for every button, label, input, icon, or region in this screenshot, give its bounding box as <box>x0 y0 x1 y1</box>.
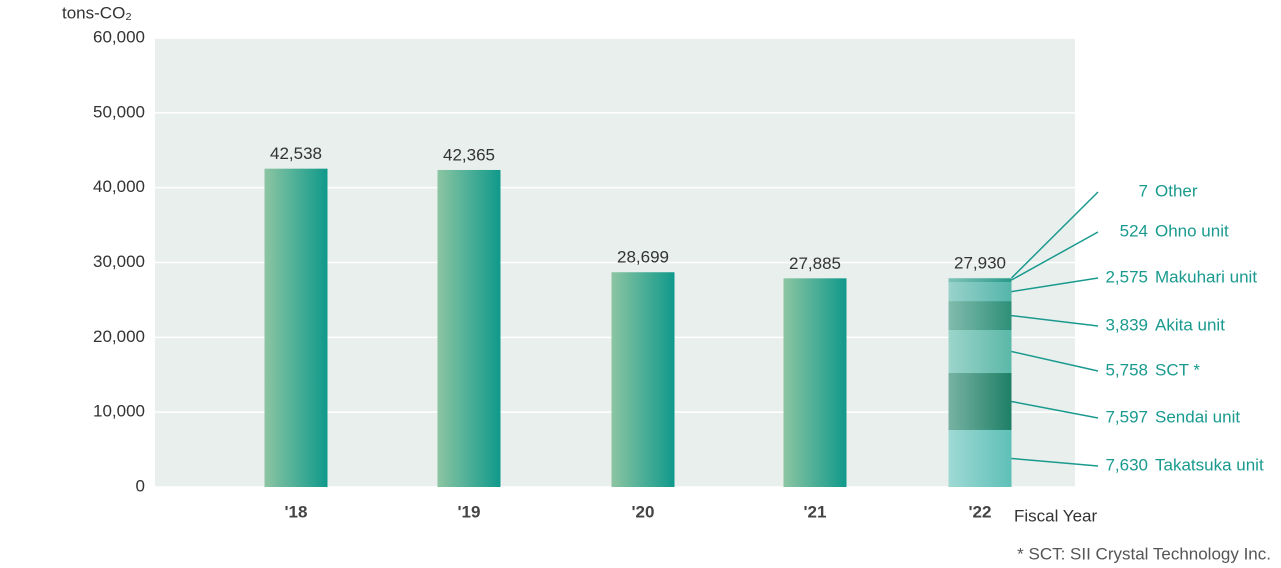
breakdown-value: 7,630 <box>1105 455 1148 474</box>
value-label: 42,538 <box>270 144 322 163</box>
segment-shine <box>948 329 1012 374</box>
callout-line <box>1010 191 1099 279</box>
y-tick-label: 30,000 <box>93 252 145 271</box>
segment-shine <box>948 373 1012 430</box>
callout-line <box>1011 400 1099 419</box>
bar <box>783 278 847 487</box>
x-tick-label: '19 <box>458 502 481 521</box>
y-tick-label: 40,000 <box>93 177 145 196</box>
callout-line <box>1011 314 1099 327</box>
breakdown-name: Makuhari unit <box>1155 267 1257 286</box>
x-tick-label: '22 <box>969 502 992 521</box>
x-tick-label: '18 <box>285 502 308 521</box>
breakdown-value: 524 <box>1120 221 1148 240</box>
segment-shine <box>948 301 1012 330</box>
segment-shine <box>948 278 1012 282</box>
value-label: 28,699 <box>617 248 669 267</box>
breakdown-value: 3,839 <box>1105 315 1148 334</box>
y-tick-label: 50,000 <box>93 102 145 121</box>
callout-line <box>1011 231 1099 281</box>
y-tick-label: 60,000 <box>93 27 145 46</box>
breakdown-value: 7,597 <box>1105 407 1148 426</box>
breakdown-value: 7 <box>1139 181 1148 200</box>
breakdown-name: Akita unit <box>1155 315 1225 334</box>
segment-shine <box>948 277 1012 279</box>
breakdown-value: 5,758 <box>1105 360 1148 379</box>
value-label: 27,885 <box>789 254 841 273</box>
segment-shine <box>948 429 1012 487</box>
value-label: 42,365 <box>443 145 495 164</box>
bar <box>264 168 328 488</box>
footnote: * SCT: SII Crystal Technology Inc. <box>1017 544 1271 563</box>
x-axis-label: Fiscal Year <box>1014 506 1097 525</box>
value-label: 27,930 <box>954 253 1006 272</box>
breakdown-value: 2,575 <box>1105 267 1148 286</box>
breakdown-name: Sendai unit <box>1155 407 1240 426</box>
callout-line <box>1011 277 1099 293</box>
x-tick-label: '20 <box>632 502 655 521</box>
y-axis-label: tons-CO₂ <box>62 3 132 22</box>
y-tick-label: 10,000 <box>93 402 145 421</box>
callout-line <box>1011 350 1099 372</box>
breakdown-name: Ohno unit <box>1155 221 1229 240</box>
breakdown-name: Takatsuka unit <box>1155 455 1264 474</box>
y-tick-label: 20,000 <box>93 327 145 346</box>
bar <box>611 272 675 487</box>
callout-line <box>1011 457 1099 467</box>
y-tick-label: 0 <box>136 476 145 495</box>
x-tick-label: '21 <box>804 502 827 521</box>
breakdown-name: SCT * <box>1155 360 1200 379</box>
segment-shine <box>948 281 1012 302</box>
breakdown-name: Other <box>1155 181 1198 200</box>
bar <box>437 169 501 488</box>
